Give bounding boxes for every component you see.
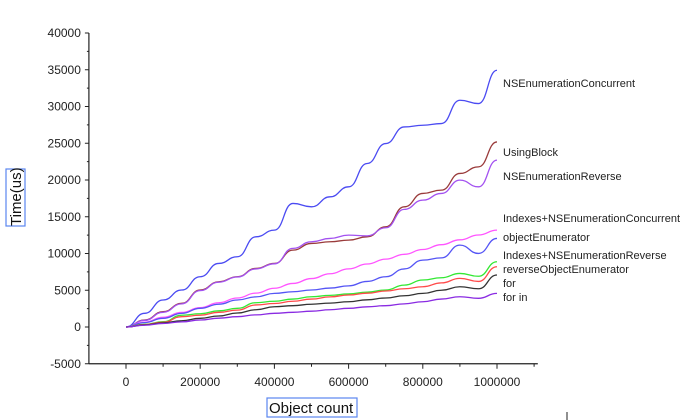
y-tick-label: 5000 — [54, 283, 81, 297]
y-tick-label: 35000 — [48, 63, 82, 77]
y-tick-label: 40000 — [48, 26, 82, 40]
y-tick-label: 0 — [74, 320, 81, 334]
series-label: NSEnumerationReverse — [503, 171, 622, 183]
x-tick-label: 1000000 — [474, 375, 521, 389]
series-lines — [125, 69, 498, 328]
x-tick-label: 200000 — [180, 375, 220, 389]
series-label: for in — [503, 292, 527, 304]
axes: -5000 0 5000 10000 15000 20000 25000 30000 35000… — [48, 26, 568, 420]
y-tick-label: 10000 — [48, 247, 82, 261]
series-line-4 — [125, 237, 498, 328]
x-axis-title-box — [266, 397, 358, 418]
y-axis-label: Time(us) — [8, 167, 25, 226]
series-label: UsingBlock — [503, 147, 559, 159]
y-tick-label: 30000 — [48, 100, 82, 114]
series-line-6 — [125, 266, 498, 328]
series-line-3 — [125, 229, 498, 328]
series-label: Indexes+NSEnumerationReverse — [503, 250, 667, 262]
series-line-2 — [125, 159, 498, 328]
y-axis-title-box — [5, 168, 26, 227]
y-tick-label: -5000 — [50, 357, 81, 371]
y-tick-label: 25000 — [48, 136, 82, 150]
x-axis-label: Object count — [269, 400, 354, 417]
series-labels: NSEnumerationConcurrent UsingBlock NSEnume… — [503, 78, 680, 304]
series-line-0 — [125, 69, 498, 328]
series-label: Indexes+NSEnumerationConcurrent — [503, 213, 680, 225]
series-label: for — [503, 278, 516, 290]
series-label: NSEnumerationConcurrent — [503, 78, 635, 90]
series-line-7 — [125, 274, 498, 328]
x-tick-label: 400000 — [254, 375, 294, 389]
series-label: reverseObjectEnumerator — [503, 264, 629, 276]
y-axis-title: Time(us) — [5, 167, 26, 227]
y-tick-label: 20000 — [48, 173, 82, 187]
series-label: objectEnumerator — [503, 232, 590, 244]
x-tick-label: 0 — [123, 375, 130, 389]
x-axis-title: Object count — [266, 397, 358, 418]
x-tick-label: 800000 — [403, 375, 443, 389]
x-tick-label: 600000 — [329, 375, 369, 389]
series-line-5 — [125, 261, 498, 328]
y-tick-label: 15000 — [48, 210, 82, 224]
series-line-8 — [125, 292, 498, 328]
